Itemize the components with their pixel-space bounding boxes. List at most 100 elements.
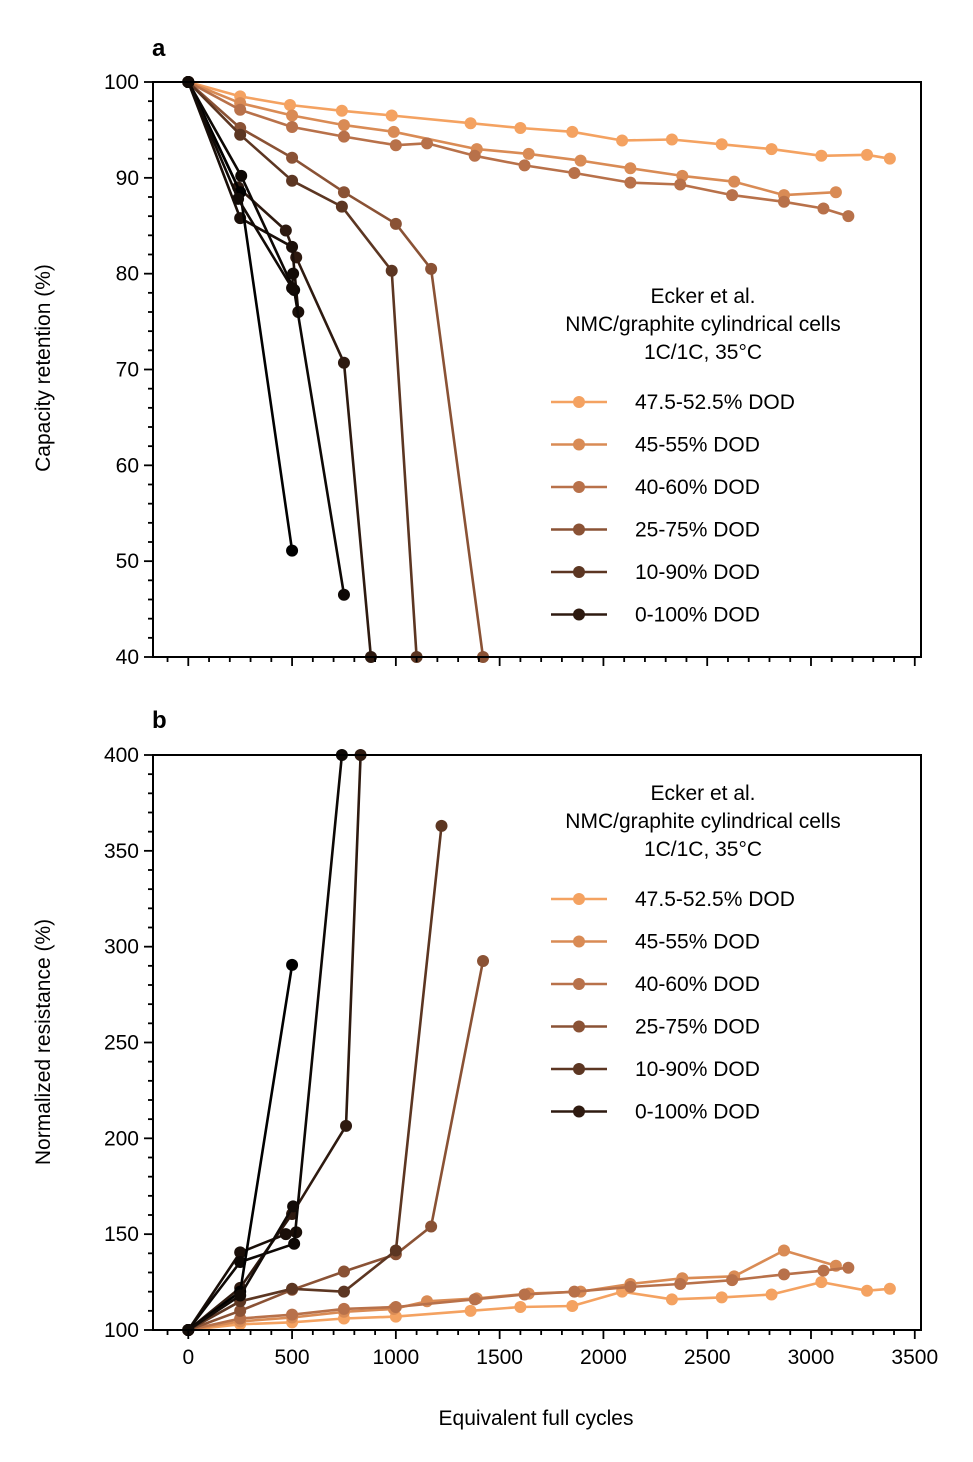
series-line-7	[187, 81, 346, 595]
x-tick-label: 1000	[372, 1346, 419, 1369]
panel-a-plot-area: 40 50 60 70 80 90 100	[104, 71, 922, 669]
data-point	[337, 1265, 350, 1278]
legend-title-line: Ecker et al.	[650, 285, 755, 308]
legend-item: 47.5-52.5% DOD	[551, 888, 795, 911]
panel-b-normalized-resistance: b Normalized resistance (%) Equivalent f…	[32, 707, 938, 1430]
data-point	[389, 139, 402, 152]
data-point	[464, 117, 477, 130]
data-point	[674, 1278, 687, 1290]
legend-label: 10-90% DOD	[635, 561, 760, 584]
data-point	[286, 109, 299, 122]
data-point	[389, 217, 402, 230]
data-point	[387, 125, 400, 138]
data-point	[817, 1264, 830, 1277]
data-point	[568, 167, 581, 180]
data-point	[337, 1285, 350, 1298]
x-tick-label: 500	[275, 1346, 310, 1369]
legend-swatch-marker	[573, 1020, 585, 1033]
data-point	[234, 103, 247, 116]
legend-title-line: NMC/graphite cylindrical cells	[565, 810, 840, 833]
legend-swatch-marker	[573, 566, 585, 578]
legend-swatch-marker	[573, 481, 585, 493]
legend-item: 40-60% DOD	[551, 973, 760, 996]
legend-swatch-marker	[573, 523, 585, 536]
data-point	[815, 1276, 828, 1289]
data-point	[765, 143, 778, 156]
legend-swatch-marker	[573, 438, 585, 451]
legend-item: 40-60% DOD	[551, 476, 760, 499]
panel-a-legend: Ecker et al. NMC/graphite cylindrical cel…	[551, 285, 841, 627]
panel-b-x-axis-label: Equivalent full cycles	[439, 1407, 634, 1430]
data-point	[715, 1291, 728, 1304]
data-point	[883, 1282, 896, 1295]
data-point	[815, 149, 828, 162]
legend-item: 25-75% DOD	[551, 519, 760, 542]
y-tick-label: 200	[104, 1127, 139, 1150]
data-point	[234, 128, 247, 141]
data-point	[232, 192, 245, 205]
data-point	[566, 125, 579, 138]
legend-label: 25-75% DOD	[635, 1016, 760, 1039]
panel-b-y-axis-label: Normalized resistance (%)	[32, 919, 55, 1165]
legend-label: 0-100% DOD	[635, 604, 760, 627]
data-point	[616, 134, 629, 147]
data-point	[385, 264, 398, 277]
data-point	[665, 1293, 678, 1306]
data-point	[574, 154, 587, 167]
panel-b-legend: Ecker et al. NMC/graphite cylindrical cel…	[551, 782, 841, 1124]
data-point	[337, 1302, 350, 1315]
data-point	[518, 159, 531, 172]
data-point	[624, 1280, 637, 1293]
data-point	[728, 175, 741, 188]
legend-item: 47.5-52.5% DOD	[551, 391, 795, 414]
legend-item: 0-100% DOD	[551, 604, 760, 627]
y-tick-label: 100	[104, 71, 139, 94]
legend-swatch-marker	[573, 893, 585, 905]
data-point	[624, 162, 637, 175]
legend-label: 47.5-52.5% DOD	[635, 888, 795, 911]
legend-label: 47.5-52.5% DOD	[635, 391, 795, 414]
data-point	[340, 1119, 353, 1132]
legend-title-line: 1C/1C, 35°C	[644, 838, 762, 861]
series-line-3	[187, 81, 485, 658]
legend-title-line: Ecker et al.	[650, 782, 755, 805]
data-point	[765, 1288, 778, 1301]
x-tick-label: 1500	[476, 1346, 523, 1369]
data-point	[435, 819, 448, 832]
data-point	[420, 137, 433, 150]
data-point	[286, 282, 299, 295]
data-point	[286, 544, 299, 557]
y-tick-label: 300	[104, 936, 139, 959]
data-point	[468, 1293, 481, 1306]
data-point	[279, 1228, 292, 1241]
legend-title-line: NMC/graphite cylindrical cells	[565, 313, 840, 336]
y-tick-label: 60	[116, 454, 139, 477]
panel-a-y-axis-label: Capacity retention (%)	[32, 264, 55, 472]
series-line-8	[187, 81, 294, 551]
x-tick-label: 3000	[788, 1346, 835, 1369]
data-point	[715, 138, 728, 151]
legend-label: 25-75% DOD	[635, 519, 760, 542]
data-point	[234, 1289, 247, 1302]
series-group	[182, 76, 896, 663]
data-point	[389, 1244, 402, 1257]
panel-a-capacity-retention: a Capacity retention (%) 40 50 60 70 80 90 100…	[32, 35, 922, 669]
data-point	[468, 149, 481, 162]
data-point	[286, 240, 299, 253]
data-point	[288, 1237, 301, 1250]
data-point	[477, 955, 490, 968]
data-point	[829, 186, 842, 199]
data-point	[287, 1200, 300, 1213]
data-point	[674, 178, 687, 191]
data-point	[861, 1284, 874, 1297]
data-point	[337, 356, 350, 369]
data-point	[778, 195, 791, 208]
legend-item: 0-100% DOD	[551, 1101, 760, 1124]
data-point	[842, 1261, 855, 1274]
data-point	[335, 200, 348, 213]
data-point	[286, 1308, 299, 1321]
data-point	[286, 1282, 299, 1295]
legend-swatch-marker	[573, 608, 585, 621]
y-tick-label: 150	[104, 1223, 139, 1246]
